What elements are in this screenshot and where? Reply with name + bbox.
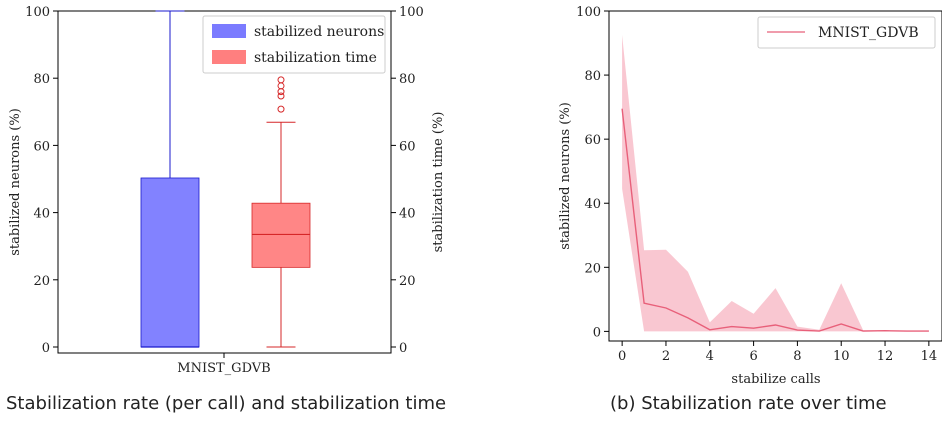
x-tick-label: 12 [877,349,894,364]
x-tick-label: 8 [793,349,801,364]
legend-label-stabilized-neurons: stabilized neurons [254,24,384,40]
right-y-tick-label: 80 [399,72,416,87]
outlier-point [277,76,285,84]
box-stabilization-time [251,202,311,268]
right-y-tick-label: 0 [399,341,407,356]
y-tick-label: 0 [593,325,601,340]
legend-swatch-stabilized-neurons [212,24,246,38]
legend-label-stabilization-time: stabilization time [254,50,377,66]
left-y-axis-label: stabilized neurons (%) [8,108,23,256]
legend-box [202,15,386,74]
x-tick-label: 10 [833,349,850,364]
right-y-tick-label: 60 [399,139,416,154]
right-y-tick-label: 40 [399,207,416,222]
box-plot-marks [140,10,311,348]
x-axis-label: stabilize calls [731,372,820,387]
legend: stabilized neurons stabilization time [202,15,386,74]
y-tick-label: 20 [33,274,50,289]
box-plot-panel: 0 20 40 60 80 100 0 20 40 60 80 100 MNIST_GDVB sta… [8,5,446,376]
series-line [621,108,929,332]
x-tick-label: 14 [921,349,938,364]
legend: MNIST_GDVB [757,16,936,49]
legend-label-mnist-gdvb: MNIST_GDVB [818,25,919,41]
plot-area-frame [608,10,942,342]
right-y-axis: 0 20 40 60 80 100 [391,5,424,356]
y-tick-label: 100 [576,5,601,20]
outlier-point [277,92,285,100]
x-tick-label: 6 [749,349,757,364]
y-tick-label: 60 [33,139,50,154]
left-y-axis: 0 20 40 60 80 100 [25,5,58,356]
outlier-point [277,105,285,113]
y-tick-label: 80 [584,69,601,84]
caption-panel-a: Stabilization rate (per call) and stabil… [6,393,447,414]
legend-box [757,16,936,49]
x-axis-tick-label: MNIST_GDVB [177,361,270,376]
y-axis-label: stabilized neurons (%) [558,102,573,250]
right-y-tick-label: 20 [399,274,416,289]
y-tick-label: 60 [584,133,601,148]
confidence-band [622,35,929,332]
band-area-mnist-gdvb [622,35,929,332]
right-y-tick-label: 100 [399,5,424,20]
legend-swatch-stabilization-time [212,50,246,64]
outlier-point [277,88,285,96]
y-tick-label: 100 [25,5,50,20]
y-tick-label: 20 [584,261,601,276]
x-tick-label: 0 [618,349,626,364]
x-tick-label: 2 [662,349,670,364]
y-tick-label: 40 [33,207,50,222]
x-axis: 0 2 4 6 8 10 12 14 [618,341,937,364]
x-tick-label: 4 [706,349,714,364]
caption-panel-b: (b) Stabilization rate over time [610,393,887,414]
line-mnist-gdvb [621,108,929,332]
y-axis: 0 20 40 60 80 100 [576,5,609,340]
y-tick-label: 40 [584,197,601,212]
right-y-axis-label: stabilization time (%) [431,112,446,253]
outlier-point [277,82,285,90]
y-tick-label: 80 [33,72,50,87]
box-stabilized-neurons [140,177,200,348]
line-plot-panel: 0 20 40 60 80 100 0 2 4 6 8 10 12 14 stabilized neur… [558,5,942,387]
y-tick-label: 0 [42,341,50,356]
